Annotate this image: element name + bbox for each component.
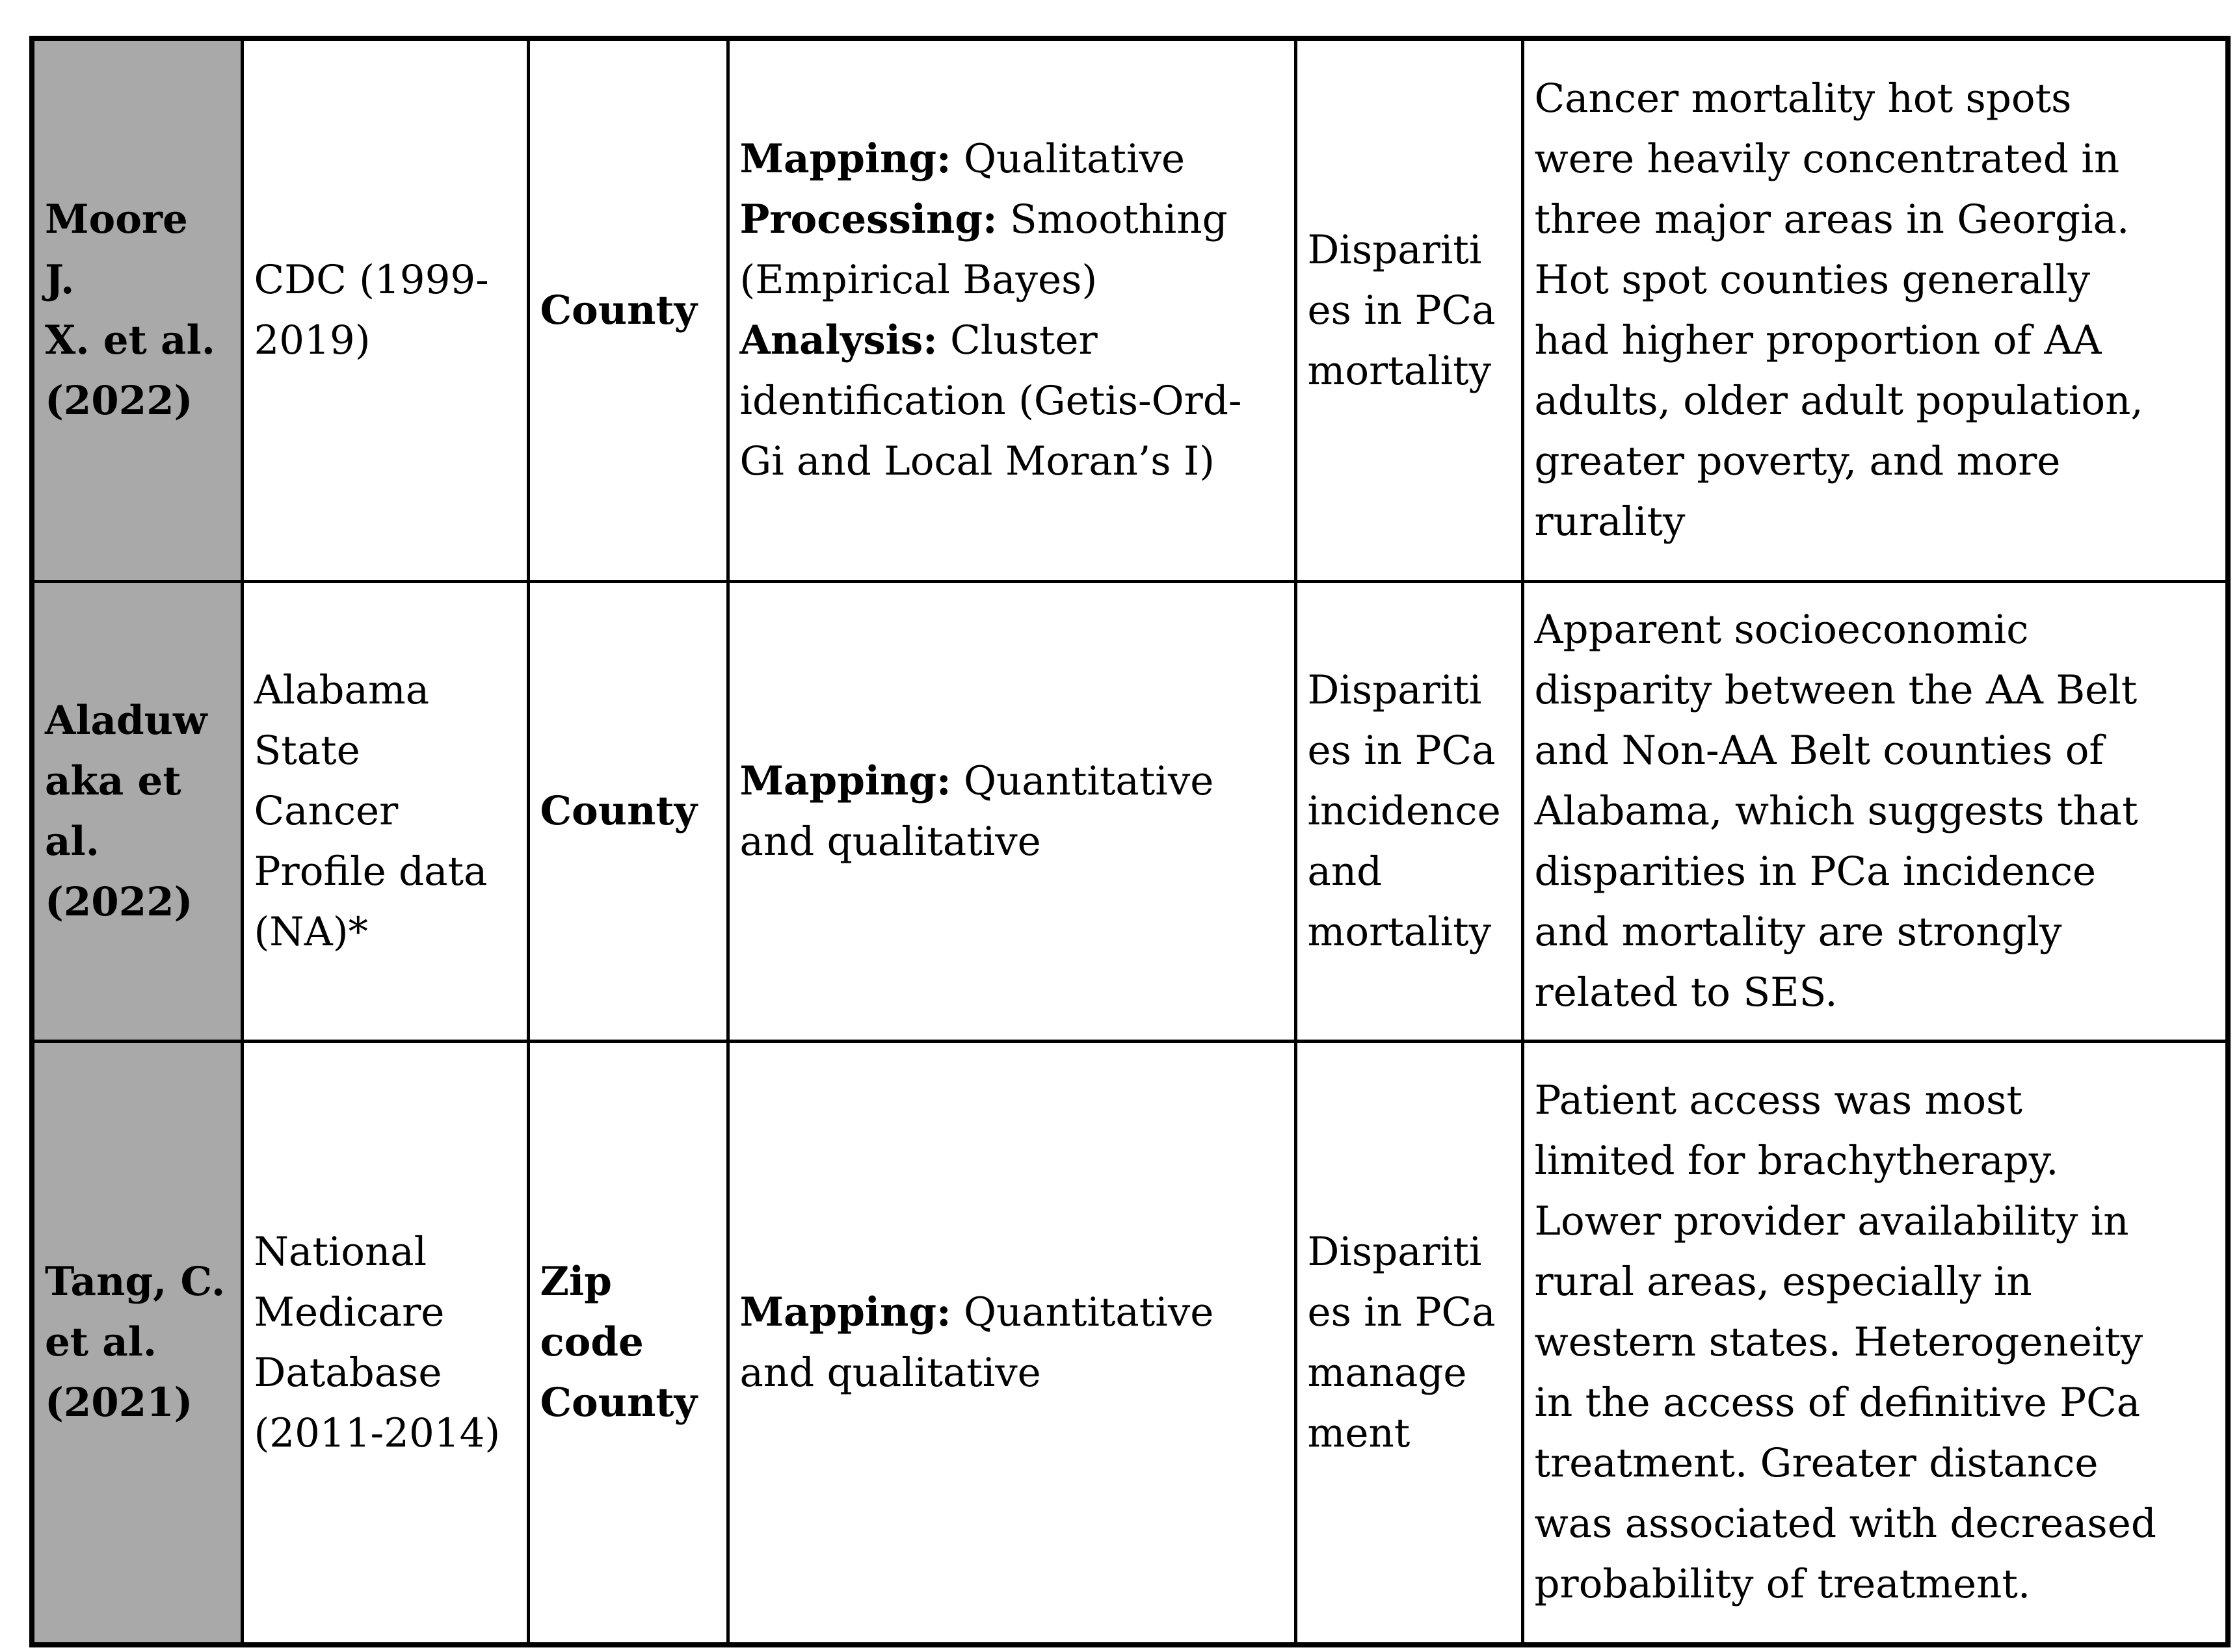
method-label: Processing: xyxy=(739,196,998,243)
table-row: Tang, C. et al. (2021) National Medicare… xyxy=(30,1039,2230,1647)
methods-cell: Mapping: Qualitative Processing: Smoothi… xyxy=(726,36,1297,583)
method-processing: Processing: Smoothing (Empirical Bayes) xyxy=(740,189,1284,310)
methods-cell: Mapping: Quantitative and qualitative xyxy=(726,1039,1297,1647)
geographic-unit-cell: County xyxy=(526,36,730,583)
study-author-cell: Tang, C. et al. (2021) xyxy=(30,1039,244,1647)
method-label: Mapping: xyxy=(739,757,951,804)
geographic-unit-cell: County xyxy=(526,579,730,1043)
method-value: Quantitative and qualitative xyxy=(739,1289,1214,1396)
method-mapping: Mapping: Qualitative xyxy=(740,129,1284,189)
method-mapping: Mapping: Quantitative and qualitative xyxy=(740,751,1284,872)
method-value: Quantitative and qualitative xyxy=(739,757,1214,865)
table-row: Moore J. X. et al. (2022) CDC (1999- 201… xyxy=(30,36,2230,583)
method-label: Mapping: xyxy=(739,136,951,183)
method-mapping: Mapping: Quantitative and qualitative xyxy=(740,1282,1284,1403)
findings-cell: Apparent socioeconomic disparity between… xyxy=(1520,579,2230,1043)
methods-cell: Mapping: Quantitative and qualitative xyxy=(726,579,1297,1043)
studies-table: Moore J. X. et al. (2022) CDC (1999- 201… xyxy=(29,36,2231,1647)
focus-cell: Dispariti es in PCa incidence and mortal… xyxy=(1293,579,1524,1043)
geographic-unit-cell: Zip code County xyxy=(526,1039,730,1647)
focus-cell: Dispariti es in PCa mortality xyxy=(1293,36,1524,583)
findings-cell: Patient access was most limited for brac… xyxy=(1520,1039,2230,1647)
study-author-cell: Aladuw aka et al. (2022) xyxy=(30,579,244,1043)
findings-cell: Cancer mortality hot spots were heavily … xyxy=(1520,36,2230,583)
study-author-cell: Moore J. X. et al. (2022) xyxy=(30,36,244,583)
data-source-cell: CDC (1999- 2019) xyxy=(240,36,530,583)
method-value: Smoothing (Empirical Bayes) xyxy=(739,196,1228,304)
method-label: Analysis: xyxy=(739,317,938,364)
data-source-cell: National Medicare Database (2011-2014) xyxy=(240,1039,530,1647)
method-value: Cluster identification (Getis-Ord- Gi an… xyxy=(739,317,1242,485)
focus-cell: Dispariti es in PCa manage ment xyxy=(1293,1039,1524,1647)
method-label: Mapping: xyxy=(739,1289,951,1335)
method-analysis: Analysis: Cluster identification (Getis-… xyxy=(740,310,1284,492)
method-value: Qualitative xyxy=(963,136,1186,183)
data-source-cell: Alabama State Cancer Profile data (NA)* xyxy=(240,579,530,1043)
table-row: Aladuw aka et al. (2022) Alabama State C… xyxy=(30,579,2230,1043)
